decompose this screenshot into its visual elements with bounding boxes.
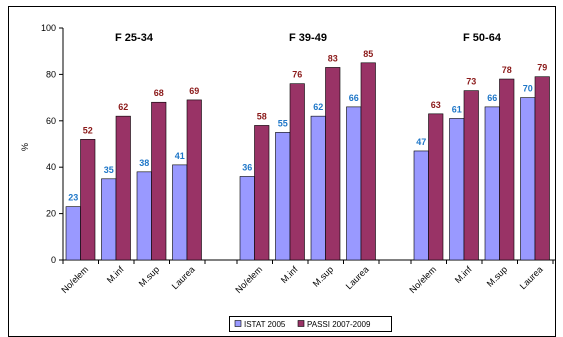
category-label: M.inf xyxy=(279,264,300,285)
y-axis-label: % xyxy=(20,143,30,151)
data-label: 70 xyxy=(523,84,533,94)
bar xyxy=(151,101,167,261)
data-label: 62 xyxy=(118,102,128,112)
legend: ISTAT 2005 PASSI 2007-2009 xyxy=(229,316,392,332)
category-label: M.sup xyxy=(485,264,509,288)
category-label: Laurea xyxy=(344,264,371,291)
data-label: 55 xyxy=(278,118,288,128)
bar xyxy=(65,206,81,261)
data-label: 69 xyxy=(189,86,199,96)
legend-box xyxy=(229,316,392,332)
data-label: 76 xyxy=(292,70,302,80)
bar xyxy=(115,115,131,261)
category-label: M.inf xyxy=(453,264,474,285)
data-label: 66 xyxy=(487,93,497,103)
y-tick-label: 60 xyxy=(46,116,56,126)
category-label: M.sup xyxy=(137,264,161,288)
category-label: M.inf xyxy=(105,264,126,285)
bar xyxy=(186,99,202,261)
data-label: 62 xyxy=(313,102,323,112)
group-title: F 39-49 xyxy=(289,32,327,44)
data-label: 63 xyxy=(431,100,441,110)
y-tick-label: 0 xyxy=(51,255,56,265)
bar xyxy=(136,171,152,261)
bar xyxy=(463,90,479,261)
bar xyxy=(428,113,444,261)
data-label: 38 xyxy=(139,158,149,168)
group-title: F 50-64 xyxy=(463,32,502,44)
legend-swatch xyxy=(297,320,305,327)
data-label: 58 xyxy=(257,111,267,121)
data-label: 68 xyxy=(154,88,164,98)
category-label: No/elem xyxy=(407,264,438,295)
data-label: 23 xyxy=(68,193,78,203)
bar xyxy=(360,62,376,261)
bar xyxy=(449,118,465,261)
bar xyxy=(275,132,291,261)
bar xyxy=(534,76,550,261)
data-label: 66 xyxy=(349,93,359,103)
data-label: 78 xyxy=(502,65,512,75)
data-label: 36 xyxy=(242,162,252,172)
bar xyxy=(101,178,117,261)
y-tick-label: 20 xyxy=(46,209,56,219)
bar xyxy=(254,125,270,261)
category-label: Laurea xyxy=(170,264,197,291)
data-label: 52 xyxy=(83,125,93,135)
bar xyxy=(484,106,500,261)
legend-entry: ISTAT 2005 xyxy=(244,320,286,329)
bar xyxy=(310,115,326,261)
y-tick-label: 40 xyxy=(46,162,56,172)
bar xyxy=(239,176,255,261)
bar xyxy=(80,139,96,261)
bar xyxy=(325,67,341,261)
bar xyxy=(499,78,515,261)
bar xyxy=(172,164,188,261)
legend-swatch xyxy=(234,320,242,327)
category-label: M.sup xyxy=(311,264,335,288)
data-label: 35 xyxy=(104,165,114,175)
category-label: No/elem xyxy=(233,264,264,295)
category-label: Laurea xyxy=(518,264,545,291)
data-label: 47 xyxy=(416,137,426,147)
data-label: 73 xyxy=(466,77,476,87)
y-tick-label: 100 xyxy=(41,23,56,33)
y-tick-label: 80 xyxy=(46,69,56,79)
category-label: No/elem xyxy=(59,264,90,295)
bar xyxy=(413,150,429,261)
bar xyxy=(520,97,536,261)
data-label: 41 xyxy=(175,151,185,161)
group-title: F 25-34 xyxy=(115,32,154,44)
bar xyxy=(346,106,362,261)
data-label: 79 xyxy=(537,63,547,73)
data-label: 61 xyxy=(452,104,462,114)
bars xyxy=(65,62,550,261)
bar xyxy=(289,83,305,261)
data-label: 85 xyxy=(363,49,373,59)
legend-entry: PASSI 2007-2009 xyxy=(307,320,371,329)
data-label: 83 xyxy=(328,53,338,63)
